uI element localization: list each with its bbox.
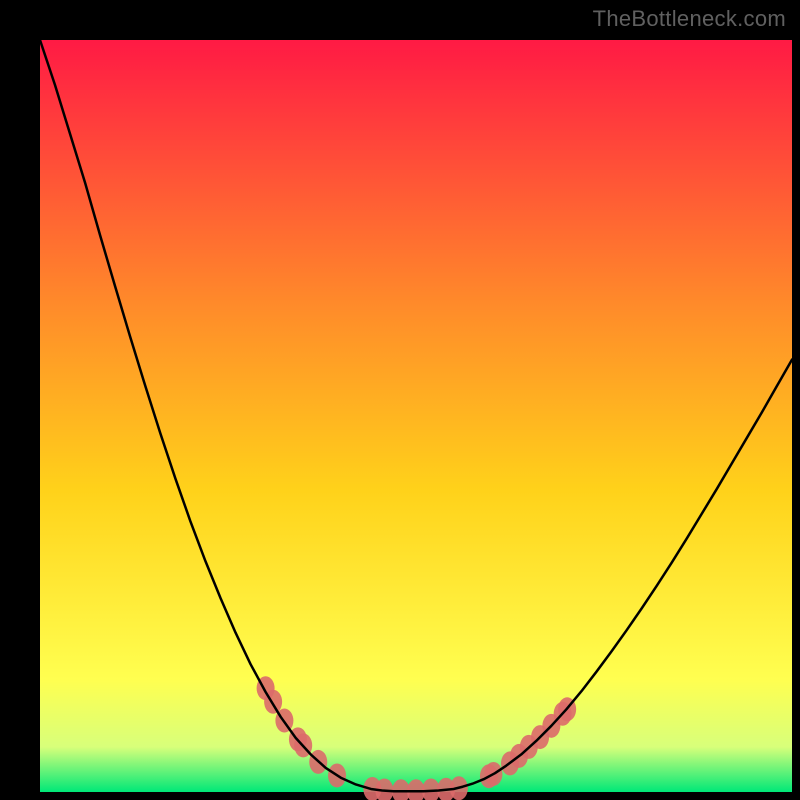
watermark-text: TheBottleneck.com — [593, 6, 786, 32]
plot-gradient-area — [40, 40, 792, 792]
